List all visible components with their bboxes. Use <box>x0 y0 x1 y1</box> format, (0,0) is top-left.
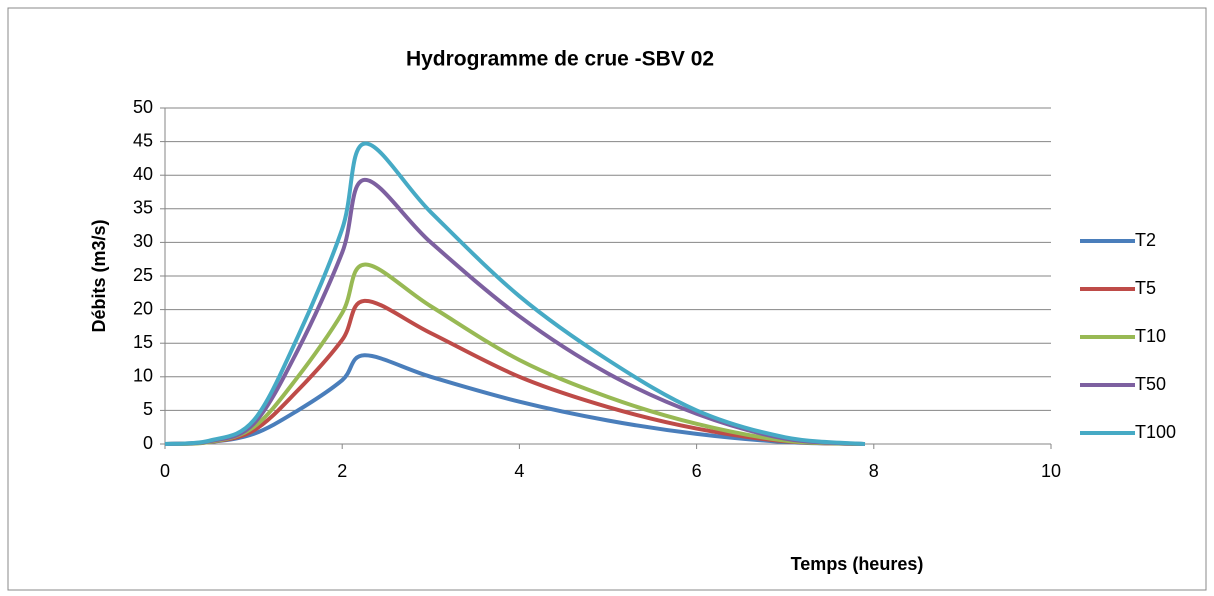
y-tick-label: 10 <box>133 366 153 386</box>
x-tick-label: 2 <box>337 461 347 481</box>
y-tick-label: 25 <box>133 265 153 285</box>
x-axis-label: Temps (heures) <box>791 554 924 574</box>
legend-label: T50 <box>1135 374 1166 394</box>
series-line <box>164 353 865 446</box>
series-line <box>164 141 866 446</box>
y-tick-label: 0 <box>143 433 153 453</box>
series-line <box>164 262 866 446</box>
y-tick-label: 40 <box>133 164 153 184</box>
y-tick-label: 35 <box>133 198 153 218</box>
legend-label: T2 <box>1135 230 1156 250</box>
x-tick-label: 8 <box>869 461 879 481</box>
y-axis-label: Débits (m3/s) <box>89 219 109 332</box>
y-tick-label: 5 <box>143 399 153 419</box>
series-line <box>164 177 866 446</box>
y-tick-label: 50 <box>133 97 153 117</box>
chart-title: Hydrogramme de crue -SBV 02 <box>406 48 714 71</box>
y-tick-label: 20 <box>133 298 153 318</box>
x-tick-label: 4 <box>514 461 524 481</box>
legend-label: T10 <box>1135 326 1166 346</box>
y-tick-label: 30 <box>133 231 153 251</box>
y-tick-label: 15 <box>133 332 153 352</box>
legend-label: T5 <box>1135 278 1156 298</box>
chart-frame <box>7 7 1207 591</box>
x-tick-label: 0 <box>160 461 170 481</box>
x-tick-label: 6 <box>692 461 702 481</box>
x-tick-label: 10 <box>1041 461 1061 481</box>
series-line <box>164 298 866 446</box>
legend-label: T100 <box>1135 422 1176 442</box>
y-tick-label: 45 <box>133 130 153 150</box>
